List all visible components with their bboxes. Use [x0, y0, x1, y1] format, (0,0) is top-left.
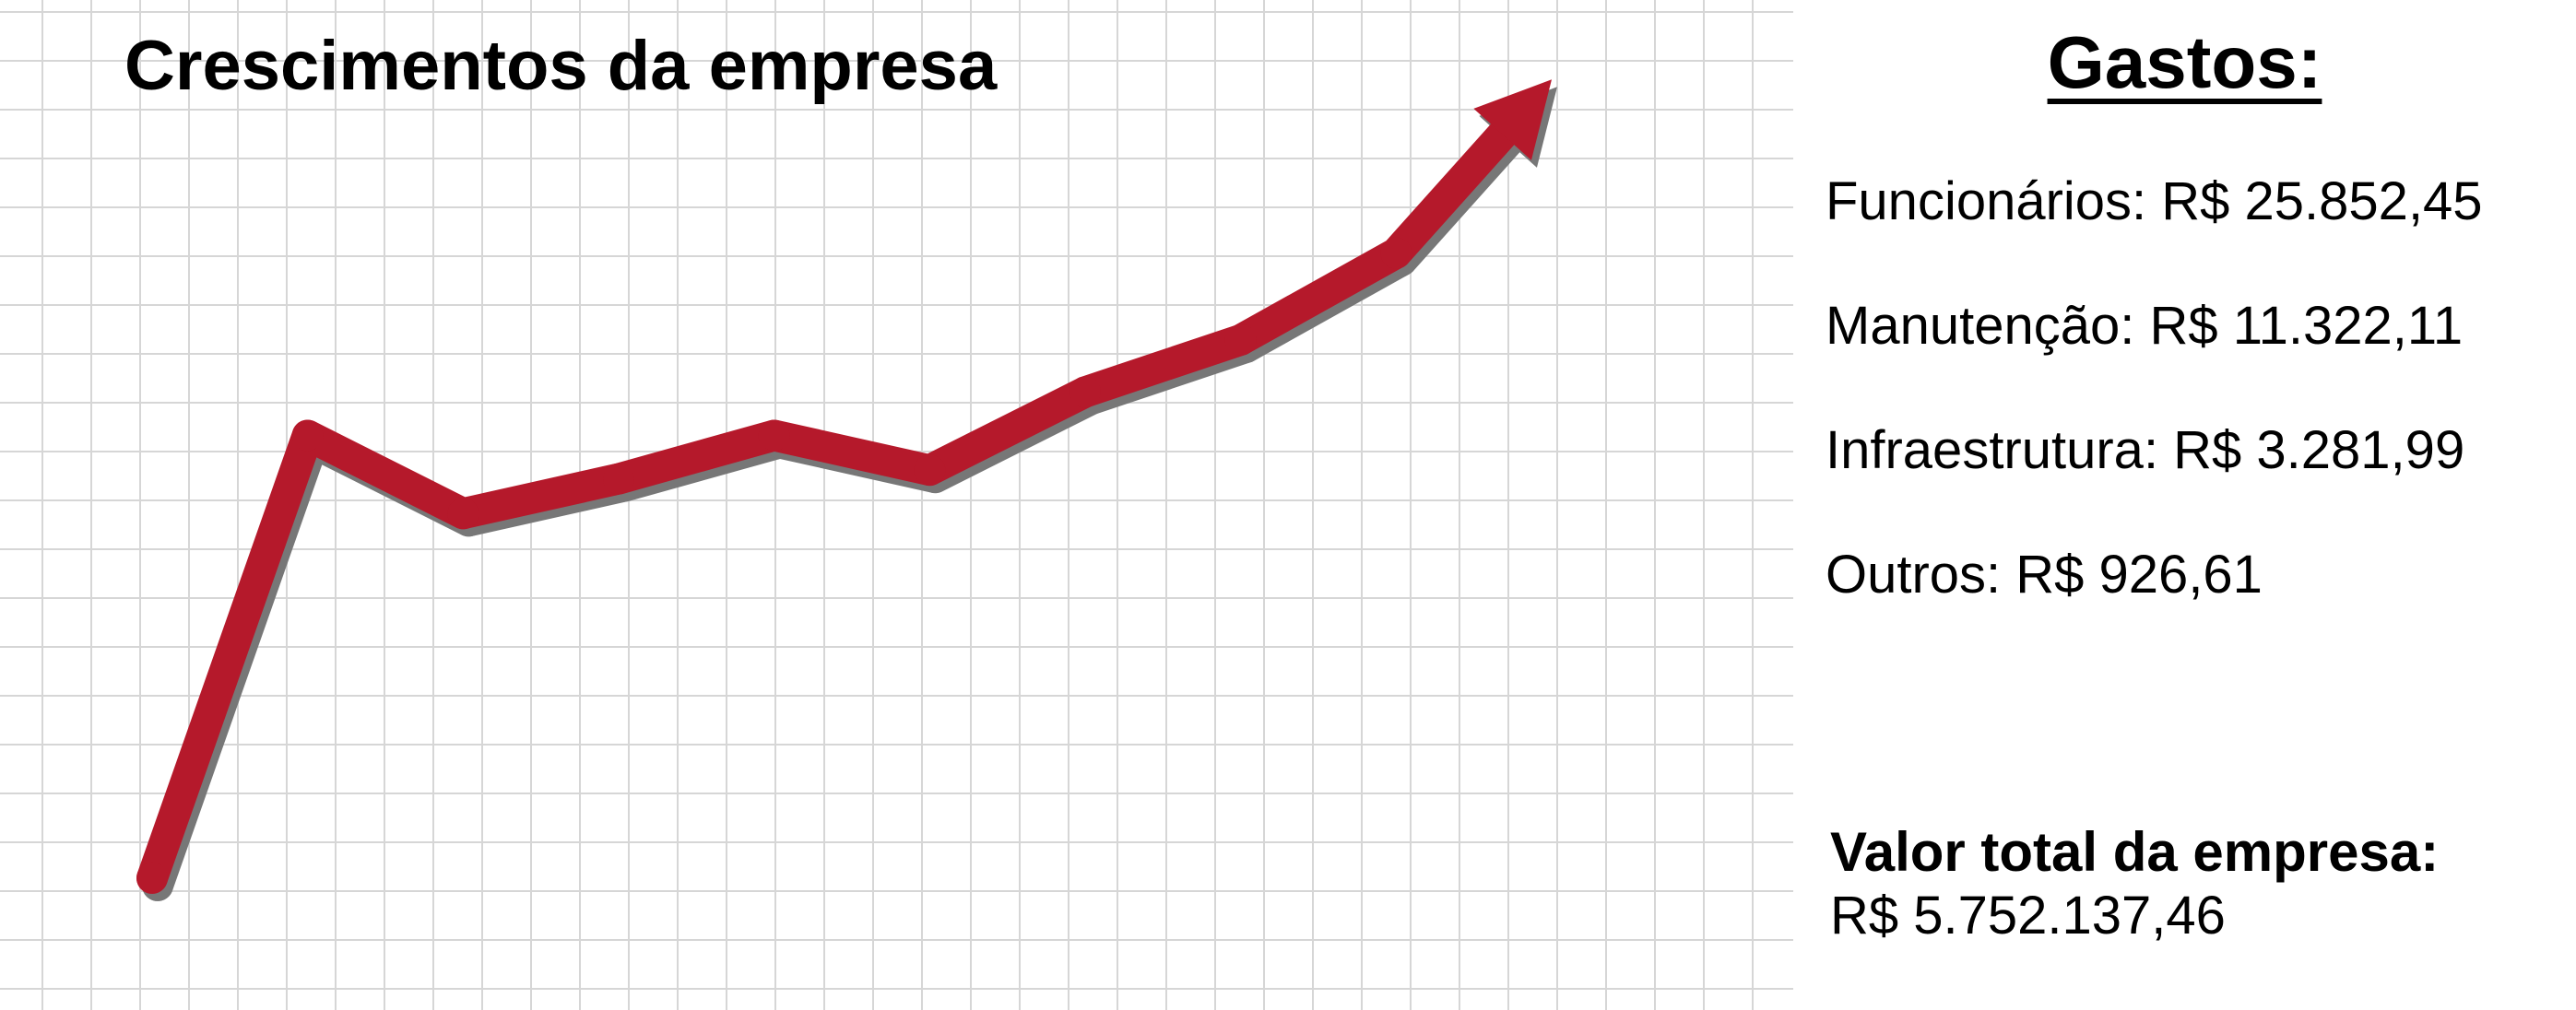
growth-line-point-2 [291, 419, 324, 452]
expenses-panel: Gastos: Funcionários: R$ 25.852,45 Manut… [1793, 0, 2576, 1010]
growth-line-point-9 [1380, 237, 1412, 269]
expenses-title: Gastos: [2047, 21, 2322, 103]
expense-item-funcionarios: Funcionários: R$ 25.852,45 [1826, 171, 2483, 231]
expense-item-outros: Outros: R$ 926,61 [1826, 545, 2263, 605]
growth-line [136, 79, 1552, 894]
growth-line-shadow-path [142, 119, 1530, 901]
company-total-value: R$ 5.752.137,46 [1830, 886, 2226, 945]
company-total-label: Valor total da empresa: [1830, 821, 2440, 883]
growth-line-point-5 [758, 419, 790, 452]
growth-line-arrow-head [1473, 79, 1552, 160]
growth-chart [136, 79, 1557, 901]
growth-line-point-6 [914, 454, 946, 487]
growth-line-point-1 [136, 862, 168, 894]
growth-line-shadow [142, 87, 1557, 901]
growth-line-point-3 [447, 498, 479, 530]
growth-line-path [136, 112, 1525, 894]
expense-item-manutencao: Manutenção: R$ 11.322,11 [1826, 296, 2464, 356]
growth-line-point-7 [1069, 376, 1101, 408]
growth-line-point-4 [603, 463, 634, 495]
expense-item-infraestrutura: Infraestrutura: R$ 3.281,99 [1826, 420, 2465, 480]
growth-line-point-8 [1224, 323, 1257, 356]
chart-title: Crescimentos da empresa [124, 27, 998, 105]
